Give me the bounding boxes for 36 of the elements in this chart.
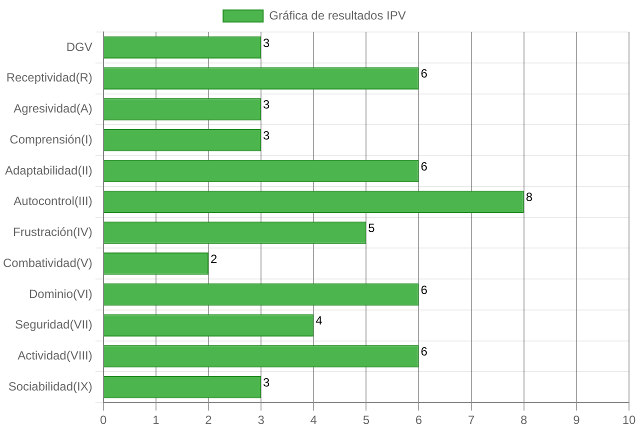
- y-tick-label: DGV: [66, 40, 92, 54]
- x-tick-label: 3: [258, 413, 265, 428]
- x-tick-label: 2: [205, 413, 212, 428]
- y-tick-label: Receptividad(R): [6, 70, 92, 85]
- y-tick-label: Autocontrol(III): [14, 194, 92, 208]
- data-label: 6: [420, 159, 428, 174]
- data-label: 2: [210, 252, 218, 266]
- data-label: 3: [263, 36, 270, 50]
- x-tick-label: 0: [100, 413, 108, 428]
- y-tick-label: Adaptabilidad(II): [4, 163, 92, 178]
- x-tick-label: 7: [468, 413, 475, 428]
- x-tick-label: 8: [520, 413, 528, 428]
- y-tick-label: Frustración(IV): [13, 225, 92, 240]
- data-label: 6: [420, 282, 428, 297]
- x-tick-label: 5: [362, 413, 370, 428]
- data-label: 8: [526, 190, 533, 204]
- data-label: 3: [263, 375, 270, 390]
- legend-label: Gráfica de resultados IPV: [269, 8, 406, 22]
- y-tick-label: Seguridad(VII): [14, 318, 92, 332]
- y-tick-label: Agresividad(A): [14, 102, 92, 116]
- data-label: 3: [263, 98, 270, 112]
- data-label: 5: [368, 221, 376, 236]
- y-tick-label: Comprensión(I): [10, 132, 92, 146]
- x-tick-label: 9: [573, 413, 580, 428]
- x-tick-label: 4: [310, 413, 318, 428]
- y-tick-label: Dominio(VI): [29, 286, 92, 301]
- data-label: 3: [263, 128, 270, 142]
- data-label: 6: [420, 66, 428, 81]
- x-tick-label: 6: [415, 413, 422, 428]
- y-tick-label: Actividad(VIII): [18, 348, 92, 363]
- data-label: 4: [316, 314, 323, 328]
- x-tick-label: 10: [622, 413, 636, 428]
- y-tick-label: Sociabilidad(IX): [8, 379, 92, 394]
- data-label: 6: [420, 344, 428, 359]
- y-tick-label: Combatividad(V): [2, 256, 92, 270]
- x-tick-label: 1: [152, 413, 160, 428]
